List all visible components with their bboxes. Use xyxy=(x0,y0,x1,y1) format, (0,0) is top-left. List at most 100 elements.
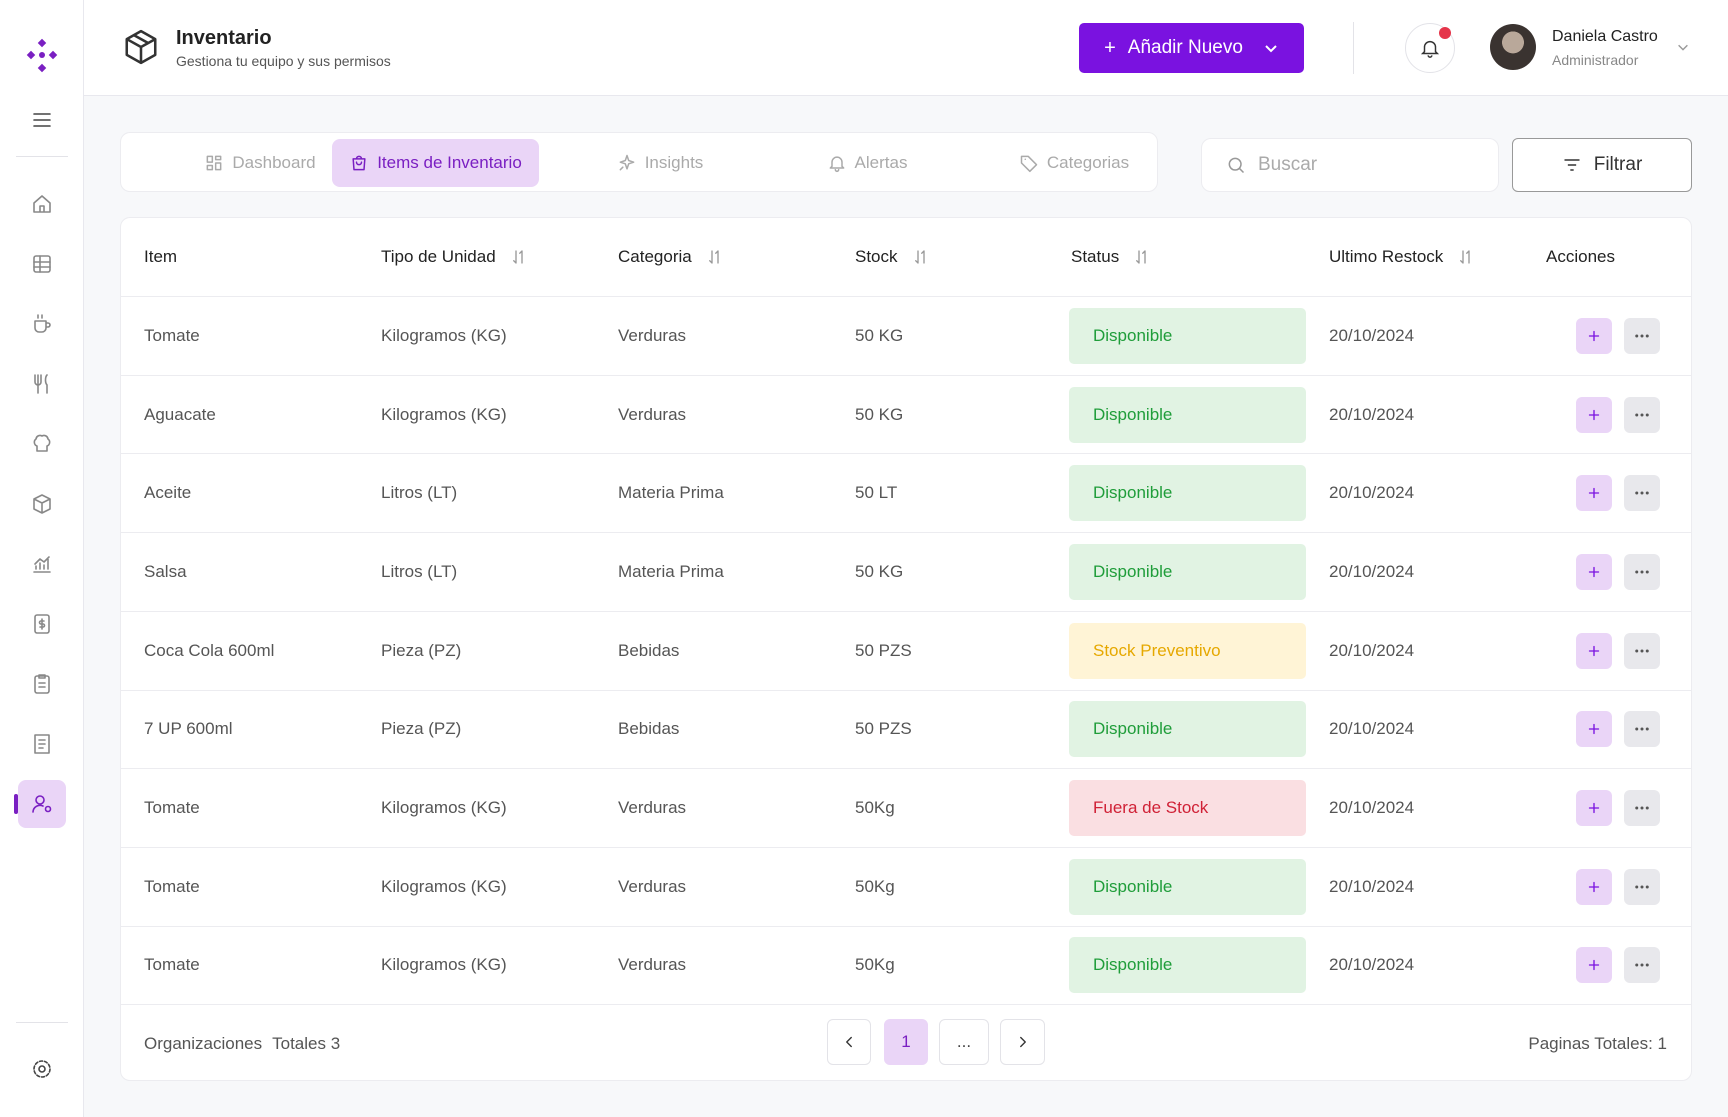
nav-receipt[interactable] xyxy=(30,732,54,756)
footer-label: Organizaciones xyxy=(144,1033,263,1053)
add-action[interactable] xyxy=(1576,711,1612,748)
next-page[interactable] xyxy=(1000,1019,1045,1065)
cube-icon xyxy=(125,29,157,65)
prev-page[interactable] xyxy=(827,1019,871,1065)
icon xyxy=(1635,570,1649,574)
add-action[interactable] xyxy=(1576,475,1612,512)
more-action[interactable] xyxy=(1624,711,1660,748)
icon xyxy=(1019,1036,1026,1048)
tab[interactable]: Dashboard xyxy=(165,139,355,187)
add-action[interactable] xyxy=(1576,947,1612,984)
table-row: 7 UP 600ml Pieza (PZ) Bebidas 50 PZS Disponi… xyxy=(121,689,1691,769)
add-action[interactable] xyxy=(1576,790,1612,827)
filter-button[interactable]: Filtrar xyxy=(1512,138,1692,192)
add-new-button[interactable]: + Añadir Nuevo xyxy=(1079,23,1304,73)
column-header[interactable]: Ultimo Restock xyxy=(1329,247,1475,267)
more-action[interactable] xyxy=(1624,475,1660,512)
menu-icon[interactable] xyxy=(30,108,54,132)
add-action[interactable] xyxy=(1576,553,1612,590)
nav-coffee[interactable] xyxy=(30,312,54,336)
cell: Verduras xyxy=(618,325,687,345)
column-header[interactable]: Categoria xyxy=(618,247,724,267)
cell: 50 KG xyxy=(855,404,904,424)
cell: Bebidas xyxy=(618,719,680,739)
column-label: Stock xyxy=(855,247,898,266)
status-badge: Disponible xyxy=(1069,386,1306,443)
icon xyxy=(206,155,222,171)
cell: 20/10/2024 xyxy=(1329,483,1415,503)
search-box[interactable]: Buscar xyxy=(1201,138,1499,192)
notification-button[interactable] xyxy=(1405,23,1455,73)
nav-table[interactable] xyxy=(30,252,54,276)
nav-users[interactable] xyxy=(30,792,54,816)
search-placeholder: Buscar xyxy=(1258,154,1318,175)
column-header[interactable]: Tipo de Unidad xyxy=(381,247,528,267)
column-header[interactable]: Status xyxy=(1071,247,1151,267)
tab[interactable]: Alertas xyxy=(772,139,962,187)
icon xyxy=(1635,963,1649,967)
footer-total: Totales 3 xyxy=(272,1033,341,1053)
nav-box[interactable] xyxy=(30,492,54,516)
add-action[interactable] xyxy=(1576,632,1612,669)
nav-money[interactable] xyxy=(30,612,54,636)
add-action[interactable] xyxy=(1576,317,1612,354)
divider xyxy=(1353,22,1354,74)
cell: 50 LT xyxy=(855,483,898,503)
user-chevron[interactable] xyxy=(1676,40,1690,54)
column-header[interactable]: Stock xyxy=(855,247,930,267)
more-action[interactable] xyxy=(1624,396,1660,433)
table-row: Tomate Kilogramos (KG) Verduras 50Kg Fuera d… xyxy=(121,768,1691,847)
status-label: Disponible xyxy=(1093,561,1173,581)
cell: 20/10/2024 xyxy=(1329,640,1415,660)
cell: 20/10/2024 xyxy=(1329,798,1415,818)
status-badge: Disponible xyxy=(1069,465,1306,522)
page-button[interactable]: 1 xyxy=(884,1019,928,1065)
tab[interactable]: Categorias xyxy=(979,139,1169,187)
cell: 20/10/2024 xyxy=(1329,325,1415,345)
total-pages: Paginas Totales: 1 xyxy=(1528,1033,1667,1053)
icon xyxy=(1588,330,1600,342)
icon xyxy=(1635,727,1649,731)
icon xyxy=(1588,645,1600,656)
column-label: Item xyxy=(144,247,178,266)
status-label: Disponible xyxy=(1093,483,1173,503)
cell: 20/10/2024 xyxy=(1329,404,1415,424)
notification-dot xyxy=(1439,27,1451,39)
add-action[interactable] xyxy=(1576,396,1612,433)
nav-chart[interactable] xyxy=(30,552,54,576)
tab-label: Alertas xyxy=(854,153,908,172)
cell: 50Kg xyxy=(855,876,895,896)
status-label: Disponible xyxy=(1093,404,1173,424)
settings-icon[interactable] xyxy=(30,1057,54,1081)
nav-clipboard[interactable] xyxy=(30,672,54,696)
table-header: Item Tipo de Unidad Categoria Stock Status Ul… xyxy=(121,218,1691,296)
column-label: Categoria xyxy=(618,247,692,266)
tab-bar: Dashboard Items de Inventario Insights Aler… xyxy=(120,132,1158,192)
page-button[interactable]: ... xyxy=(939,1019,989,1065)
cell: Aguacate xyxy=(144,404,216,424)
tab[interactable]: Items de Inventario xyxy=(332,139,539,187)
icon xyxy=(1635,413,1649,417)
add-action[interactable] xyxy=(1576,868,1612,905)
more-action[interactable] xyxy=(1624,947,1660,984)
nav-utensils[interactable] xyxy=(30,372,54,396)
more-action[interactable] xyxy=(1624,553,1660,590)
more-action[interactable] xyxy=(1624,868,1660,905)
nav-home[interactable] xyxy=(30,192,54,216)
avatar[interactable] xyxy=(1490,24,1536,70)
more-action[interactable] xyxy=(1624,632,1660,669)
icon xyxy=(1635,334,1649,338)
tab[interactable]: Insights xyxy=(565,139,755,187)
cell: 50 KG xyxy=(855,325,904,345)
status-label: Stock Preventivo xyxy=(1093,640,1221,660)
table-row: Aceite Litros (LT) Materia Prima 50 LT Dispo… xyxy=(121,453,1691,532)
nav-chef[interactable] xyxy=(30,432,54,456)
more-action[interactable] xyxy=(1624,317,1660,354)
icon xyxy=(1635,649,1649,653)
status-badge: Disponible xyxy=(1069,307,1306,364)
status-badge: Disponible xyxy=(1069,543,1306,600)
more-action[interactable] xyxy=(1624,790,1660,827)
cell: Tomate xyxy=(144,325,200,345)
status-badge: Disponible xyxy=(1069,858,1306,915)
column-label: Status xyxy=(1071,247,1120,266)
